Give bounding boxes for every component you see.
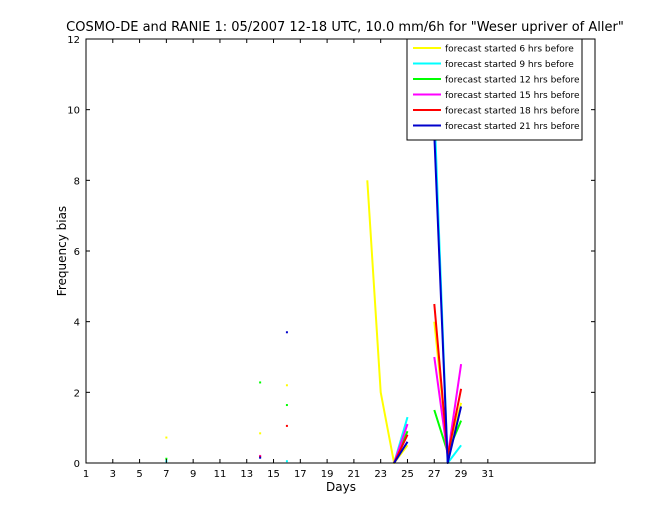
data-point — [285, 424, 288, 427]
x-tick-label: 5 — [136, 469, 142, 480]
x-tick-label: 15 — [267, 469, 280, 480]
x-tick-label: 25 — [401, 469, 414, 480]
x-tick-label: 27 — [428, 469, 441, 480]
y-tick-label: 6 — [74, 247, 80, 258]
legend-label: forecast started 12 hrs before — [445, 76, 580, 86]
x-tick-label: 7 — [163, 469, 169, 480]
legend-label: forecast started 6 hrs before — [445, 45, 574, 55]
data-point — [285, 331, 288, 334]
y-tick-label: 2 — [74, 388, 80, 399]
x-axis: 1 3 5 7 9 11 13 15 17 19 21 23 25 27 29 31 — [83, 39, 494, 480]
chart-title: COSMO-DE and RANIE 1: 05/2007 12-18 UTC,… — [66, 20, 624, 35]
data-point — [285, 384, 288, 387]
x-tick-label: 9 — [190, 469, 196, 480]
x-tick-label: 3 — [110, 469, 116, 480]
data-point — [259, 456, 262, 459]
y-tick-label: 12 — [67, 35, 80, 46]
data-point — [259, 381, 262, 384]
data-point — [165, 457, 168, 460]
data-point — [165, 436, 168, 439]
x-tick-label: 23 — [374, 469, 387, 480]
y-tick-label: 8 — [74, 176, 80, 187]
legend-box — [406, 38, 583, 141]
legend: forecast started 6 hrs before forecast st… — [406, 38, 583, 141]
y-axis: 0 2 4 6 8 10 12 — [67, 35, 595, 470]
y-axis-label: Frequency bias — [55, 206, 69, 296]
data-point — [285, 460, 288, 463]
x-tick-label: 31 — [481, 469, 494, 480]
legend-label: forecast started 18 hrs before — [445, 107, 580, 117]
x-tick-label: 21 — [348, 469, 361, 480]
x-tick-label: 1 — [83, 469, 89, 480]
y-tick-label: 0 — [74, 459, 80, 470]
legend-label: forecast started 21 hrs before — [445, 122, 580, 132]
x-tick-label: 19 — [321, 469, 334, 480]
legend-label: forecast started 9 hrs before — [445, 60, 574, 70]
x-tick-label: 13 — [240, 469, 253, 480]
y-tick-label: 10 — [67, 106, 80, 117]
x-tick-label: 11 — [214, 469, 227, 480]
series-layer — [165, 107, 463, 464]
x-tick-label: 17 — [294, 469, 307, 480]
y-tick-label: 4 — [74, 318, 80, 329]
data-point — [259, 455, 262, 458]
x-tick-label: 29 — [455, 469, 468, 480]
series-line — [393, 441, 409, 464]
data-point — [259, 432, 262, 435]
data-point — [285, 404, 288, 407]
x-axis-label: Days — [326, 480, 356, 494]
legend-label: forecast started 15 hrs before — [445, 91, 580, 101]
